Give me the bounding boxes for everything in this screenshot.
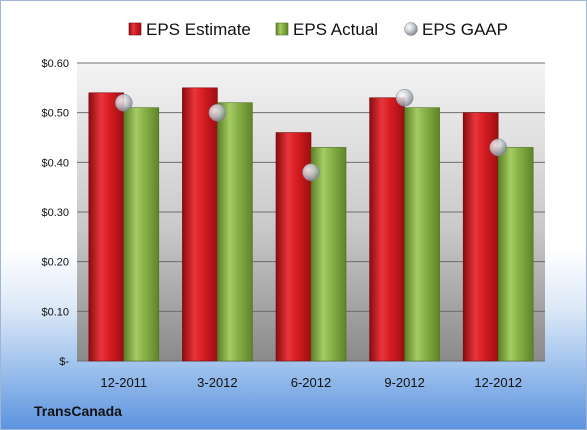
y-tick-label: $0.40 — [41, 157, 69, 169]
y-tick-label: $0.20 — [41, 257, 69, 269]
bar-eps-actual — [404, 107, 440, 362]
x-tick-label: 9-2012 — [384, 375, 424, 390]
point-eps-gaap — [489, 138, 507, 157]
bar-eps-estimate — [369, 97, 405, 362]
y-tick-label: $- — [59, 356, 69, 368]
point-eps-gaap — [208, 103, 227, 122]
bar-eps-actual — [310, 147, 347, 362]
legend-swatch — [275, 22, 289, 36]
x-tick-label: 3-2012 — [197, 375, 237, 390]
x-tick-label: 12-2012 — [474, 375, 522, 390]
legend: EPS Estimate EPS Actual EPS GAAP — [128, 20, 508, 39]
legend-swatch — [404, 22, 418, 36]
bar-eps-actual — [497, 147, 534, 362]
x-tick-label: 12-2011 — [100, 375, 147, 390]
y-tick-label: $0.30 — [41, 207, 69, 219]
bar-eps-actual — [217, 102, 253, 362]
gaap-points — [115, 89, 507, 182]
y-tick-label: $0.50 — [41, 108, 69, 120]
legend-label: EPS Actual — [293, 20, 378, 39]
point-eps-gaap — [395, 89, 414, 107]
legend-label: EPS Estimate — [146, 20, 251, 39]
company-name: TransCanada — [34, 403, 122, 419]
y-tick-label: $0.10 — [41, 306, 69, 318]
legend-label: EPS GAAP — [422, 20, 508, 39]
x-tick-label: 6-2012 — [291, 375, 331, 390]
point-eps-gaap — [302, 163, 320, 182]
y-tick-label: $0.60 — [41, 58, 69, 70]
bars — [88, 87, 534, 362]
bar-eps-estimate — [88, 92, 125, 362]
point-eps-gaap — [115, 93, 133, 112]
y-axis-ticks: $- $0.10 $0.20 $0.30 $0.40 $0.50 $0.60 — [41, 58, 69, 368]
bar-eps-estimate — [462, 112, 499, 362]
legend-swatch — [128, 22, 142, 36]
bar-eps-estimate — [182, 87, 218, 362]
bar-eps-actual — [123, 107, 160, 362]
x-axis-ticks: 12-2011 3-2012 6-2012 9-2012 12-2012 — [100, 375, 522, 390]
